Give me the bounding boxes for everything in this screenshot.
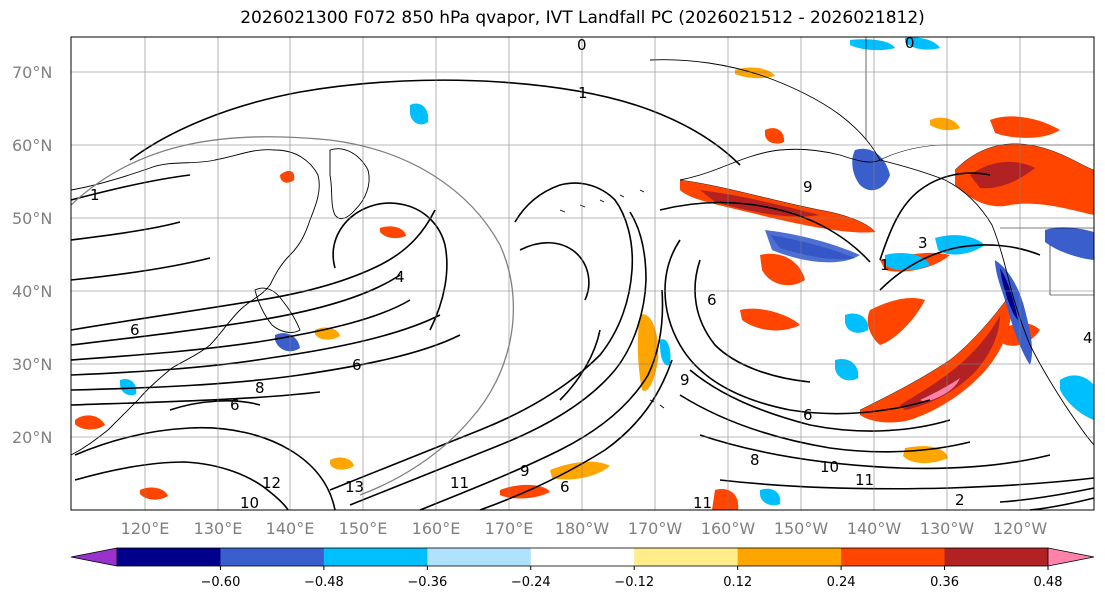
lon-label: 130°W xyxy=(920,519,975,538)
colorbar-cell xyxy=(841,548,946,566)
lat-label-50: 50°N xyxy=(12,209,52,228)
gridlines xyxy=(71,37,1094,511)
lat-label-20: 20°N xyxy=(12,428,52,447)
lon-label: 170°W xyxy=(628,519,683,538)
contour-label: 12 xyxy=(262,474,281,492)
colorbar-cell xyxy=(530,548,635,566)
contour-label: 6 xyxy=(352,356,362,374)
colorbar-left-extension xyxy=(71,548,117,566)
contour-label: 8 xyxy=(750,451,760,469)
colorbar-tick-label: 0.24 xyxy=(827,575,856,590)
contour-label: 11 xyxy=(855,471,874,489)
colorbar-tick-label: −0.12 xyxy=(614,575,654,590)
colorbar-cell xyxy=(117,548,221,566)
coastlines xyxy=(70,59,1095,456)
map-frame-background xyxy=(71,37,1094,510)
colorbar-cell xyxy=(323,548,428,566)
contour-label: 3 xyxy=(918,234,928,252)
range-circle xyxy=(70,136,514,496)
lon-label: 130°E xyxy=(194,519,243,538)
map-border xyxy=(70,36,1095,511)
contour-label: 11 xyxy=(693,494,712,512)
longitude-labels: 120°E 130°E 140°E 150°E 160°E 170°E 180°… xyxy=(121,519,1048,538)
lat-label-60: 60°N xyxy=(12,136,52,155)
colorbar-cells xyxy=(117,548,1049,566)
colorbar-tick-label: 0.36 xyxy=(930,575,959,590)
contour-labels: 0 0 1 1 1 4 6 6 6 8 9 9 6 3 4 6 8 10 10 … xyxy=(90,34,1093,512)
colorbar-tick-label: −0.60 xyxy=(201,575,241,590)
colorbar-cell xyxy=(220,548,325,566)
contour-label: 1 xyxy=(578,84,588,102)
lon-label: 140°E xyxy=(266,519,315,538)
colorbar-cell xyxy=(737,548,842,566)
contour-label: 13 xyxy=(345,478,364,496)
contour-label: 9 xyxy=(520,462,530,480)
colorbar-tick-label: 0.12 xyxy=(723,575,752,590)
colorbar-tick-label: −0.36 xyxy=(407,575,447,590)
contour-label: 1 xyxy=(90,186,100,204)
colorbar-ticks: −0.60 −0.48 −0.36 −0.24 −0.12 0.12 0.24 0.36 0.4… xyxy=(201,566,1063,590)
lon-label: 150°E xyxy=(339,519,388,538)
contour-label: 0 xyxy=(577,36,587,54)
contour-label: 2 xyxy=(955,491,965,509)
contour-label: 11 xyxy=(450,474,469,492)
lon-label: 170°E xyxy=(485,519,534,538)
colorbar-cell xyxy=(427,548,532,566)
lon-label: 120°W xyxy=(993,519,1048,538)
contour-label: 6 xyxy=(707,291,717,309)
contour-label: 8 xyxy=(255,379,265,397)
contour-lines xyxy=(70,79,1095,511)
map-title: 2026021300 F072 850 hPa qvapor, IVT Land… xyxy=(240,8,925,28)
colorbar-outline xyxy=(116,547,1049,567)
lat-label-40: 40°N xyxy=(12,282,52,301)
colorbar-tick-label: −0.24 xyxy=(511,575,551,590)
contour-label: 4 xyxy=(1083,329,1093,347)
lon-label: 140°W xyxy=(847,519,902,538)
contour-label: 6 xyxy=(560,478,570,496)
colorbar-cell xyxy=(944,548,1049,566)
contour-label: 10 xyxy=(240,494,259,512)
contour-label: 10 xyxy=(820,458,839,476)
lat-label-70: 70°N xyxy=(12,63,52,82)
lon-label: 150°W xyxy=(774,519,829,538)
contour-label: 1 xyxy=(880,256,890,274)
lon-label: 160°W xyxy=(701,519,756,538)
contour-label: 6 xyxy=(803,406,813,424)
lat-label-30: 30°N xyxy=(12,355,52,374)
latitude-labels: 70°N 60°N 50°N 40°N 30°N 20°N xyxy=(12,63,52,447)
contour-label: 9 xyxy=(803,178,813,196)
colorbar-cell xyxy=(634,548,739,566)
lon-label: 160°E xyxy=(412,519,461,538)
contour-label: 4 xyxy=(395,268,405,286)
colorbar-tick-label: −0.48 xyxy=(304,575,344,590)
lon-label: 120°E xyxy=(121,519,170,538)
contour-label: 6 xyxy=(130,321,140,339)
contour-label: 6 xyxy=(230,396,240,414)
lon-label: 180°W xyxy=(555,519,610,538)
contour-label: 0 xyxy=(905,34,915,52)
shaded-field xyxy=(75,37,1094,510)
colorbar-right-extension xyxy=(1048,548,1094,566)
colorbar: −0.60 −0.48 −0.36 −0.24 −0.12 0.12 0.24 0.36 0.4… xyxy=(70,547,1095,590)
contour-label: 9 xyxy=(680,371,690,389)
colorbar-tick-label: 0.48 xyxy=(1034,575,1063,590)
